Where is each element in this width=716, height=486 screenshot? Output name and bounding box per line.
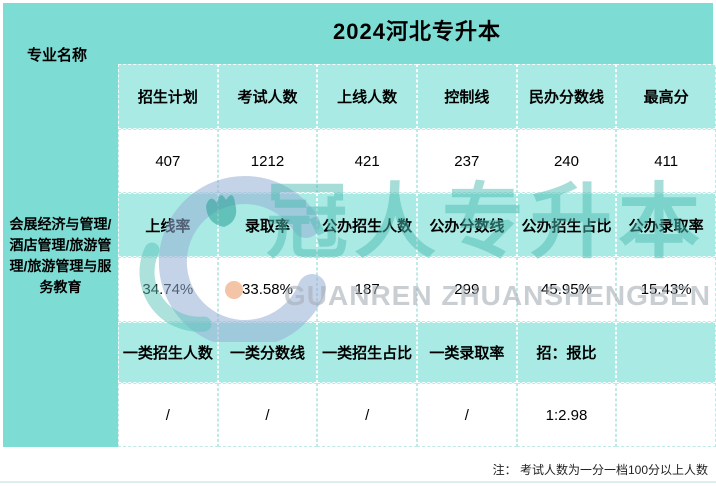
data-cell: 187	[317, 257, 417, 322]
header-cell: 公办招生人数	[317, 193, 417, 257]
data-cell: 421	[317, 129, 417, 193]
header-cell: 一类录取率	[416, 322, 517, 383]
header-cell: 一类分数线	[217, 322, 318, 383]
data-cell: 407	[118, 129, 218, 193]
data-cell: 15.43%	[616, 257, 716, 322]
header-cell: 上线人数	[317, 64, 417, 129]
header-cell: 公办招生占比	[516, 193, 617, 257]
data-cell: 411	[616, 129, 716, 193]
data-cell: 45.95%	[516, 257, 617, 322]
header-cell: 招生计划	[118, 64, 218, 129]
data-cell: /	[217, 383, 318, 447]
header-cell: 上线率	[118, 193, 218, 257]
bottom-divider	[0, 481, 716, 483]
header-cell: 最高分	[616, 64, 716, 129]
data-cell-empty	[616, 383, 716, 447]
data-cell: 299	[416, 257, 517, 322]
header-cell: 一类招生人数	[118, 322, 218, 383]
header-cell: 录取率	[217, 193, 318, 257]
page-title: 2024河北专升本	[333, 19, 501, 44]
header-cell: 一类招生占比	[317, 322, 417, 383]
data-cell: /	[118, 383, 218, 447]
data-cell: /	[317, 383, 417, 447]
header-cell: 公办分数线	[416, 193, 517, 257]
data-cell: 1:2.98	[516, 383, 617, 447]
major-column-label: 专业名称	[27, 47, 88, 64]
footnote: 注： 考试人数为一分一档100分以上人数	[492, 463, 708, 477]
header-cell: 考试人数	[217, 64, 318, 129]
header-cell: 民办分数线	[516, 64, 617, 129]
header-cell-empty	[616, 322, 716, 383]
data-cell: 1212	[217, 129, 318, 193]
data-cell: 34.74%	[118, 257, 218, 322]
data-cell: 237	[416, 129, 517, 193]
stats-table: 招生计划 考试人数 上线人数 控制线 民办分数线 最高分 407 1212 42…	[118, 64, 716, 447]
data-cell: /	[416, 383, 517, 447]
data-cell: 33.58%	[217, 257, 318, 322]
header-cell: 控制线	[416, 64, 517, 129]
header-cell: 招：报比	[516, 322, 617, 383]
header-cell: 公办录取率	[616, 193, 716, 257]
data-cell: 240	[516, 129, 617, 193]
major-name: 会展经济与管理/酒店管理/旅游管理/旅游管理与服务教育	[9, 215, 112, 295]
